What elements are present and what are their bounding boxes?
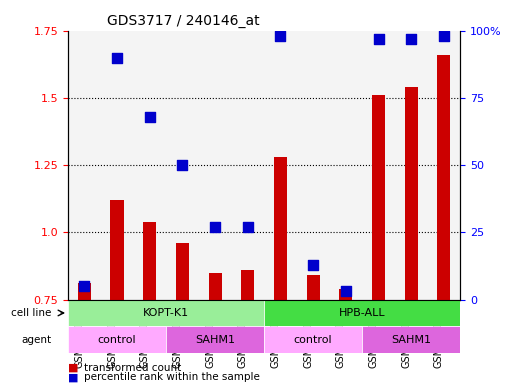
FancyBboxPatch shape [264, 300, 460, 326]
Text: SAHM1: SAHM1 [195, 335, 235, 345]
Bar [68, 31, 100, 300]
Bar [297, 31, 329, 300]
Text: HPB-ALL: HPB-ALL [339, 308, 385, 318]
Bar [428, 31, 460, 300]
Point [113, 55, 121, 61]
Bar [329, 31, 362, 300]
Bar [362, 31, 395, 300]
Bar [241, 270, 254, 300]
Bar [405, 87, 418, 300]
FancyBboxPatch shape [68, 326, 166, 353]
Point [374, 36, 383, 42]
Bar [231, 31, 264, 300]
Bar [199, 31, 231, 300]
Text: ■: ■ [68, 372, 78, 382]
Text: control: control [98, 335, 137, 345]
FancyBboxPatch shape [166, 326, 264, 353]
Point [440, 33, 448, 39]
Text: KOPT-K1: KOPT-K1 [143, 308, 189, 318]
Bar [78, 283, 91, 300]
Point [276, 33, 285, 39]
FancyBboxPatch shape [362, 326, 460, 353]
FancyBboxPatch shape [68, 300, 264, 326]
Point [211, 224, 219, 230]
Bar [306, 275, 320, 300]
Text: control: control [294, 335, 333, 345]
Point [244, 224, 252, 230]
Point [309, 262, 317, 268]
Bar [133, 31, 166, 300]
Bar [372, 95, 385, 300]
Bar [209, 273, 222, 300]
Point [407, 36, 415, 42]
Bar [100, 31, 133, 300]
Bar [176, 243, 189, 300]
Bar [339, 289, 353, 300]
Point [178, 162, 187, 168]
Bar [437, 55, 450, 300]
Text: GDS3717 / 240146_at: GDS3717 / 240146_at [107, 14, 260, 28]
Text: SAHM1: SAHM1 [391, 335, 431, 345]
Text: transformed count: transformed count [84, 362, 181, 372]
Text: cell line: cell line [12, 308, 52, 318]
Bar [166, 31, 199, 300]
Bar [110, 200, 123, 300]
Bar [264, 31, 297, 300]
Text: percentile rank within the sample: percentile rank within the sample [84, 372, 259, 382]
Text: ■: ■ [68, 362, 78, 372]
Point [342, 288, 350, 295]
Point [145, 114, 154, 120]
Bar [274, 157, 287, 300]
Text: agent: agent [21, 335, 52, 345]
Bar [143, 222, 156, 300]
FancyBboxPatch shape [264, 326, 362, 353]
Point [80, 283, 88, 289]
Bar [395, 31, 428, 300]
